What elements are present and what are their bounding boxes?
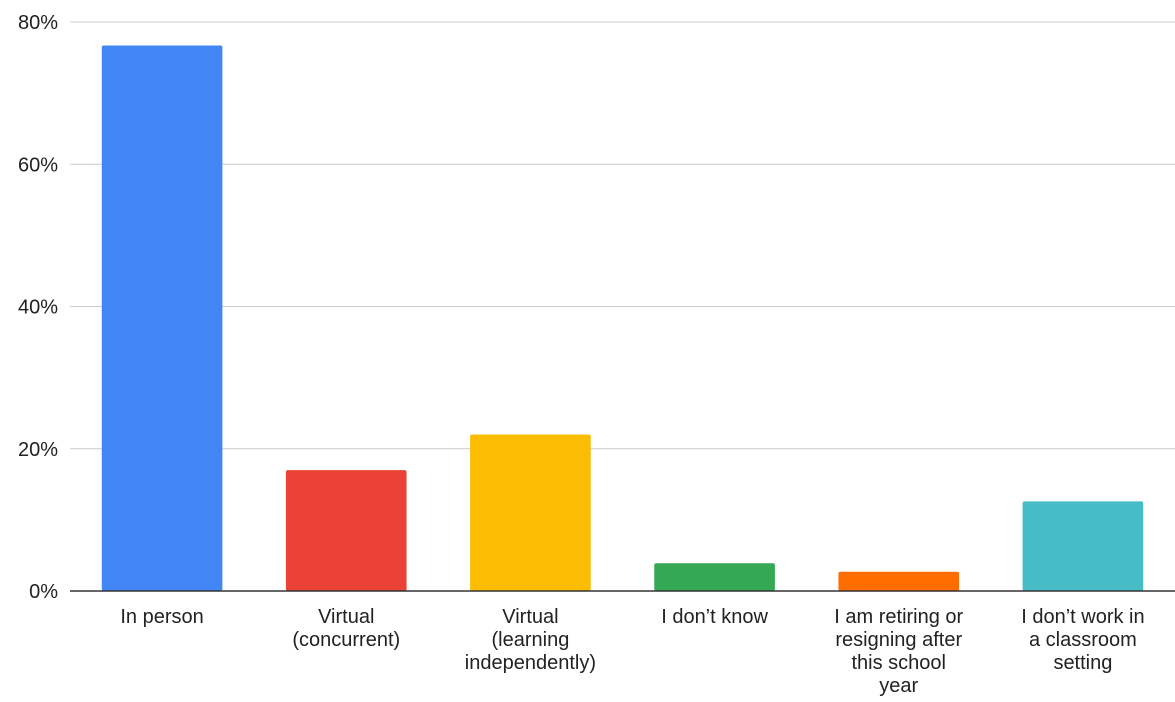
bar xyxy=(654,563,775,591)
y-tick-label: 20% xyxy=(18,439,58,461)
x-category-label: I don’t work in a classroom setting xyxy=(1021,606,1144,674)
x-category-label: I am retiring or resigning after this scho… xyxy=(834,606,963,697)
y-tick-label: 60% xyxy=(18,154,58,176)
bar xyxy=(1022,501,1144,591)
y-tick-label: 80% xyxy=(18,12,58,34)
bar xyxy=(285,470,407,591)
bar xyxy=(470,434,591,591)
x-category-label: Virtual (learning independently) xyxy=(465,606,596,674)
bars xyxy=(101,45,1144,591)
bar xyxy=(101,45,223,591)
y-tick-label: 40% xyxy=(18,297,58,319)
y-tick-label: 0% xyxy=(29,581,58,603)
x-axis-category-labels: In person Virtual (concurrent) Virtual (lear… xyxy=(120,606,1144,697)
bar xyxy=(838,571,960,591)
x-category-label: I don’t know xyxy=(661,606,768,628)
y-axis-tick-labels: 0% 20% 40% 60% 80% xyxy=(18,12,58,603)
x-category-label: Virtual (concurrent) xyxy=(292,606,400,651)
x-category-label: In person xyxy=(120,606,203,628)
gridlines xyxy=(70,21,1175,450)
